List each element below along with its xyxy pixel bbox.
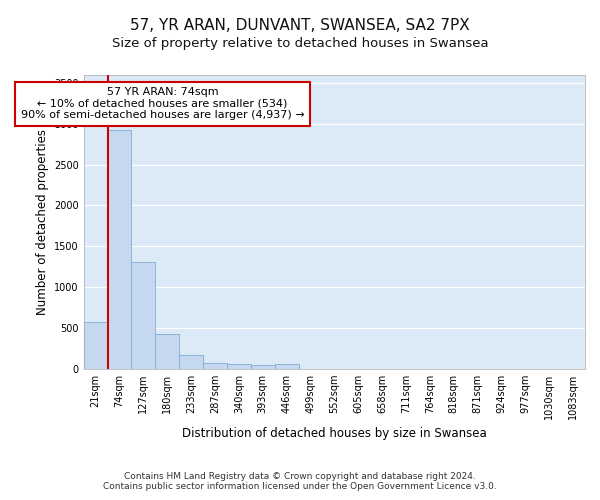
Bar bbox=[251, 366, 275, 368]
Bar bbox=[227, 364, 251, 368]
X-axis label: Distribution of detached houses by size in Swansea: Distribution of detached houses by size … bbox=[182, 427, 487, 440]
Text: Contains HM Land Registry data © Crown copyright and database right 2024.: Contains HM Land Registry data © Crown c… bbox=[124, 472, 476, 481]
Bar bbox=[179, 354, 203, 368]
Bar bbox=[131, 262, 155, 368]
Text: Size of property relative to detached houses in Swansea: Size of property relative to detached ho… bbox=[112, 38, 488, 51]
Text: 57, YR ARAN, DUNVANT, SWANSEA, SA2 7PX: 57, YR ARAN, DUNVANT, SWANSEA, SA2 7PX bbox=[130, 18, 470, 32]
Bar bbox=[203, 364, 227, 368]
Bar bbox=[84, 322, 107, 368]
Text: Contains public sector information licensed under the Open Government Licence v3: Contains public sector information licen… bbox=[103, 482, 497, 491]
Bar bbox=[155, 334, 179, 368]
Bar bbox=[107, 130, 131, 368]
Text: 57 YR ARAN: 74sqm
← 10% of detached houses are smaller (534)
90% of semi-detache: 57 YR ARAN: 74sqm ← 10% of detached hous… bbox=[20, 87, 304, 120]
Y-axis label: Number of detached properties: Number of detached properties bbox=[35, 129, 49, 315]
Bar bbox=[275, 364, 299, 368]
